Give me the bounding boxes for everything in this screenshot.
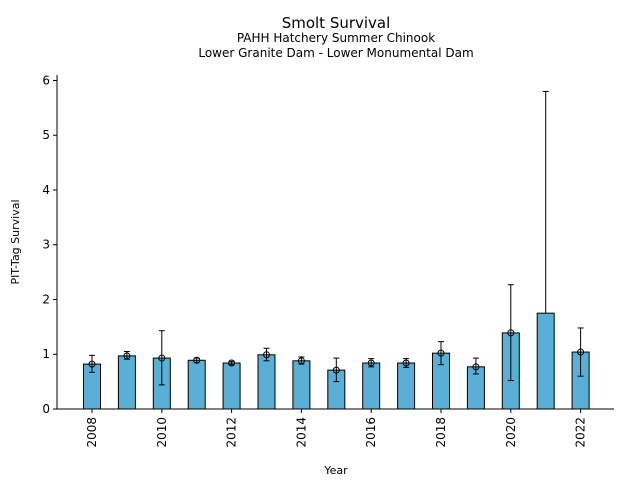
chart-subtitle-line2: Lower Granite Dam - Lower Monumental Dam [198, 46, 473, 60]
bar-2012 [222, 362, 241, 410]
point-marker-2012 [228, 359, 236, 367]
bar-2013 [257, 354, 276, 410]
bar-2017 [397, 362, 416, 410]
point-marker-2008 [88, 360, 96, 368]
y-tick-label: 2 [42, 292, 50, 306]
y-tick-label: 6 [42, 73, 50, 87]
y-axis-ticks: 0 1 2 3 4 5 6 [42, 73, 57, 416]
point-marker-2013 [263, 351, 270, 359]
point-marker-2009 [123, 352, 131, 360]
chart-subtitle-line1: PAHH Hatchery Summer Chinook [237, 31, 435, 45]
point-marker-2015 [332, 366, 340, 374]
point-marker-2014 [297, 357, 305, 365]
bar-2014 [292, 360, 311, 410]
y-axis-label: PIT-Tag Survival [9, 199, 22, 284]
x-axis-ticks: 2008 2010 2012 2014 2016 2018 2020 2022 [85, 409, 588, 448]
y-tick-label: 3 [42, 238, 50, 252]
point-marker-2010 [158, 354, 166, 362]
point-marker-2020 [507, 329, 515, 337]
y-tick-label: 5 [42, 128, 50, 142]
bar-2021 [536, 312, 555, 410]
point-marker-2011 [193, 356, 201, 364]
point-marker-2017 [402, 359, 410, 367]
point-marker-2018 [437, 349, 445, 357]
x-tick-label: 2020 [504, 417, 518, 448]
x-tick-label: 2010 [155, 417, 169, 448]
x-tick-label: 2018 [434, 417, 448, 448]
y-tick-label: 0 [42, 402, 50, 416]
y-tick-label: 4 [42, 183, 50, 197]
x-tick-label: 2022 [574, 417, 588, 448]
x-tick-label: 2016 [364, 417, 378, 448]
x-tick-label: 2014 [294, 417, 308, 448]
x-axis-label: Year [323, 464, 348, 477]
point-marker-2019 [472, 363, 480, 371]
chart-title: Smolt Survival [282, 14, 391, 32]
bar-2009 [117, 355, 136, 410]
point-marker-2016 [367, 359, 375, 367]
plot-area [83, 90, 590, 410]
bar-2016 [362, 362, 381, 410]
point-marker-2022 [577, 348, 585, 356]
x-tick-label: 2008 [85, 417, 99, 448]
bar-2011 [187, 359, 206, 410]
x-tick-label: 2012 [225, 417, 239, 448]
y-tick-label: 1 [42, 347, 50, 361]
